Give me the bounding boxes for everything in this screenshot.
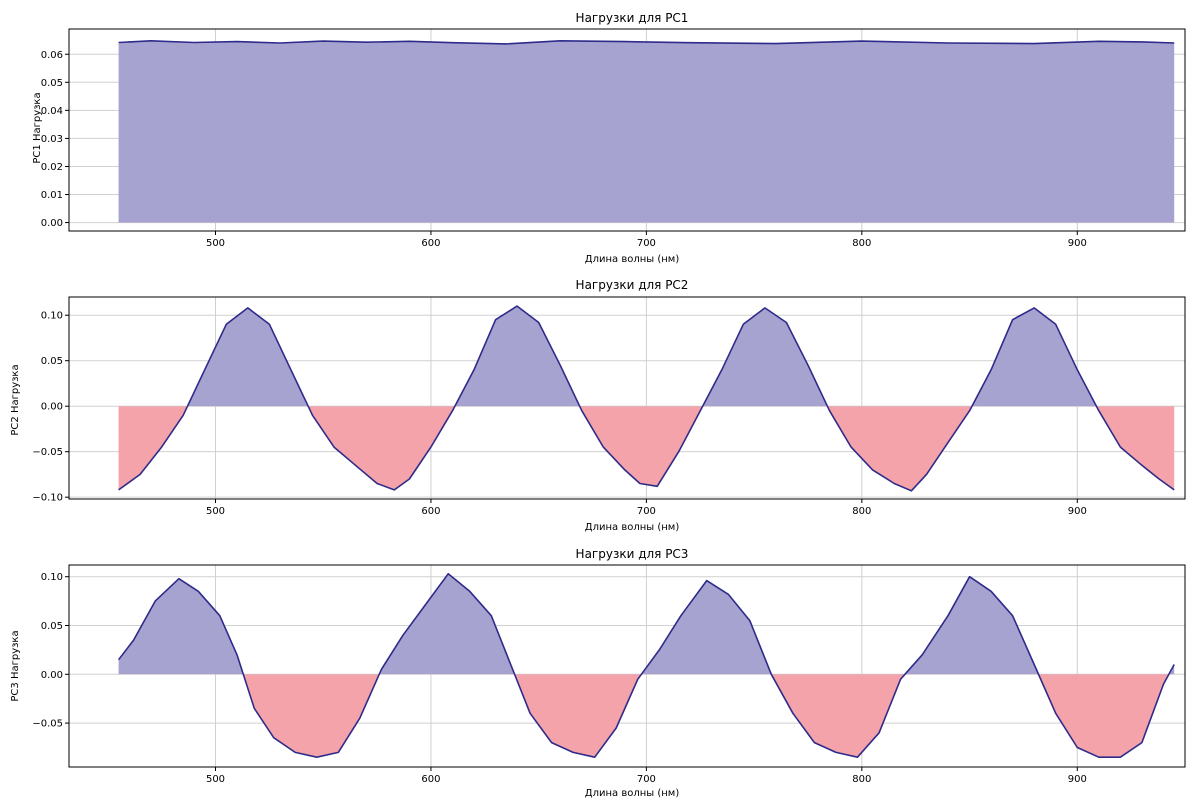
pc1-chart: Нагрузки для PC1 Длина волны (нм) PC1 На… xyxy=(32,11,1186,265)
x-tick-label: 800 xyxy=(852,774,871,785)
x-tick-label: 600 xyxy=(421,238,440,249)
y-tick-label: 0.10 xyxy=(41,572,63,583)
y-tick-label: 0.04 xyxy=(41,106,63,117)
y-tick-label: 0.00 xyxy=(41,218,63,229)
x-axis-label: Длина волны (нм) xyxy=(585,522,680,533)
y-tick-label: −0.05 xyxy=(32,719,63,730)
x-axis-label: Длина волны (нм) xyxy=(585,788,680,799)
series-line xyxy=(117,573,1175,758)
x-tick-label: 900 xyxy=(1068,238,1087,249)
chart-title: Нагрузки для PC2 xyxy=(576,278,689,292)
x-tick-label: 700 xyxy=(637,774,656,785)
y-tick-label: 0.02 xyxy=(41,162,63,173)
series-line xyxy=(118,40,1175,45)
negative-area xyxy=(118,674,1175,758)
y-axis-label: PC1 Нагрузка xyxy=(32,92,43,163)
positive-area xyxy=(118,573,1175,675)
series-line xyxy=(118,305,1175,492)
y-axis-label: PC3 Нагрузка xyxy=(10,630,21,701)
x-tick-label: 700 xyxy=(637,506,656,517)
x-tick-label: 800 xyxy=(852,238,871,249)
pc2-chart: Нагрузки для PC2 Длина волны (нм) PC2 На… xyxy=(10,278,1186,533)
positive-area xyxy=(118,40,1175,223)
plot-frame xyxy=(68,564,1186,768)
y-tick-label: 0.05 xyxy=(41,621,63,632)
x-tick-label: 500 xyxy=(206,774,225,785)
chart-title: Нагрузки для PC3 xyxy=(576,547,689,561)
chart-title: Нагрузки для PC1 xyxy=(576,11,689,25)
positive-area xyxy=(118,306,1175,407)
y-tick-label: 0.01 xyxy=(41,190,63,201)
y-tick-label: 0.00 xyxy=(41,402,63,413)
x-tick-label: 500 xyxy=(206,238,225,249)
x-tick-label: 900 xyxy=(1068,506,1087,517)
y-tick-label: −0.05 xyxy=(32,447,63,458)
plot-frame xyxy=(68,28,1186,232)
x-tick-label: 500 xyxy=(206,506,225,517)
x-tick-label: 900 xyxy=(1068,774,1087,785)
y-tick-label: −0.10 xyxy=(32,493,63,504)
negative-area xyxy=(118,406,1175,491)
y-tick-label: 0.06 xyxy=(41,50,63,61)
y-tick-label: 0.05 xyxy=(41,78,63,89)
x-axis-label: Длина волны (нм) xyxy=(585,254,680,265)
y-tick-label: 0.00 xyxy=(41,670,63,681)
pc3-chart: Нагрузки для PC3 Длина волны (нм) PC3 На… xyxy=(10,547,1186,799)
y-tick-label: 0.03 xyxy=(41,134,63,145)
x-tick-label: 800 xyxy=(852,506,871,517)
y-tick-label: 0.10 xyxy=(41,311,63,322)
x-tick-label: 600 xyxy=(421,506,440,517)
y-tick-label: 0.05 xyxy=(41,356,63,367)
x-tick-label: 600 xyxy=(421,774,440,785)
y-axis-label: PC2 Нагрузка xyxy=(10,364,21,435)
plot-frame xyxy=(68,296,1186,500)
x-tick-label: 700 xyxy=(637,238,656,249)
